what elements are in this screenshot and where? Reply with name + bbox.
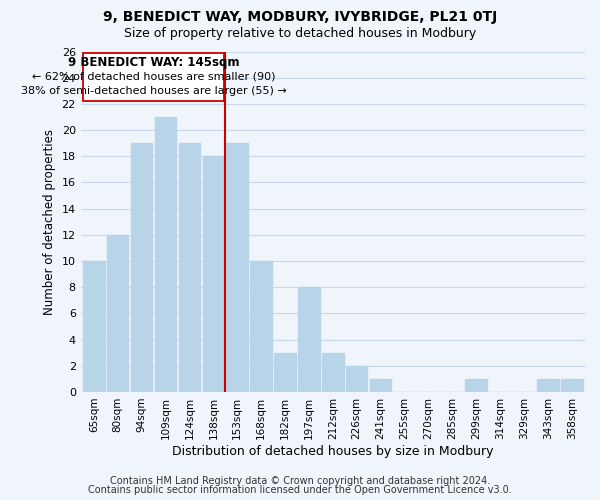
Bar [370,379,391,392]
Text: 9 BENEDICT WAY: 145sqm: 9 BENEDICT WAY: 145sqm [68,56,239,69]
Bar [107,235,128,392]
Bar [561,379,583,392]
Bar [298,287,320,392]
Bar [155,117,176,392]
Bar [466,379,487,392]
Text: Contains public sector information licensed under the Open Government Licence v3: Contains public sector information licen… [88,485,512,495]
Text: 9, BENEDICT WAY, MODBURY, IVYBRIDGE, PL21 0TJ: 9, BENEDICT WAY, MODBURY, IVYBRIDGE, PL2… [103,10,497,24]
Bar [537,379,559,392]
Y-axis label: Number of detached properties: Number of detached properties [43,128,56,314]
Bar [83,261,104,392]
Bar [131,143,152,392]
Bar [250,261,272,392]
FancyBboxPatch shape [83,53,224,102]
Text: Size of property relative to detached houses in Modbury: Size of property relative to detached ho… [124,28,476,40]
Bar [274,352,296,392]
Bar [346,366,367,392]
Bar [322,352,344,392]
Text: Contains HM Land Registry data © Crown copyright and database right 2024.: Contains HM Land Registry data © Crown c… [110,476,490,486]
Bar [226,143,248,392]
Text: 38% of semi-detached houses are larger (55) →: 38% of semi-detached houses are larger (… [20,86,286,97]
Bar [179,143,200,392]
Text: ← 62% of detached houses are smaller (90): ← 62% of detached houses are smaller (90… [32,71,275,81]
Bar [203,156,224,392]
X-axis label: Distribution of detached houses by size in Modbury: Distribution of detached houses by size … [172,444,494,458]
